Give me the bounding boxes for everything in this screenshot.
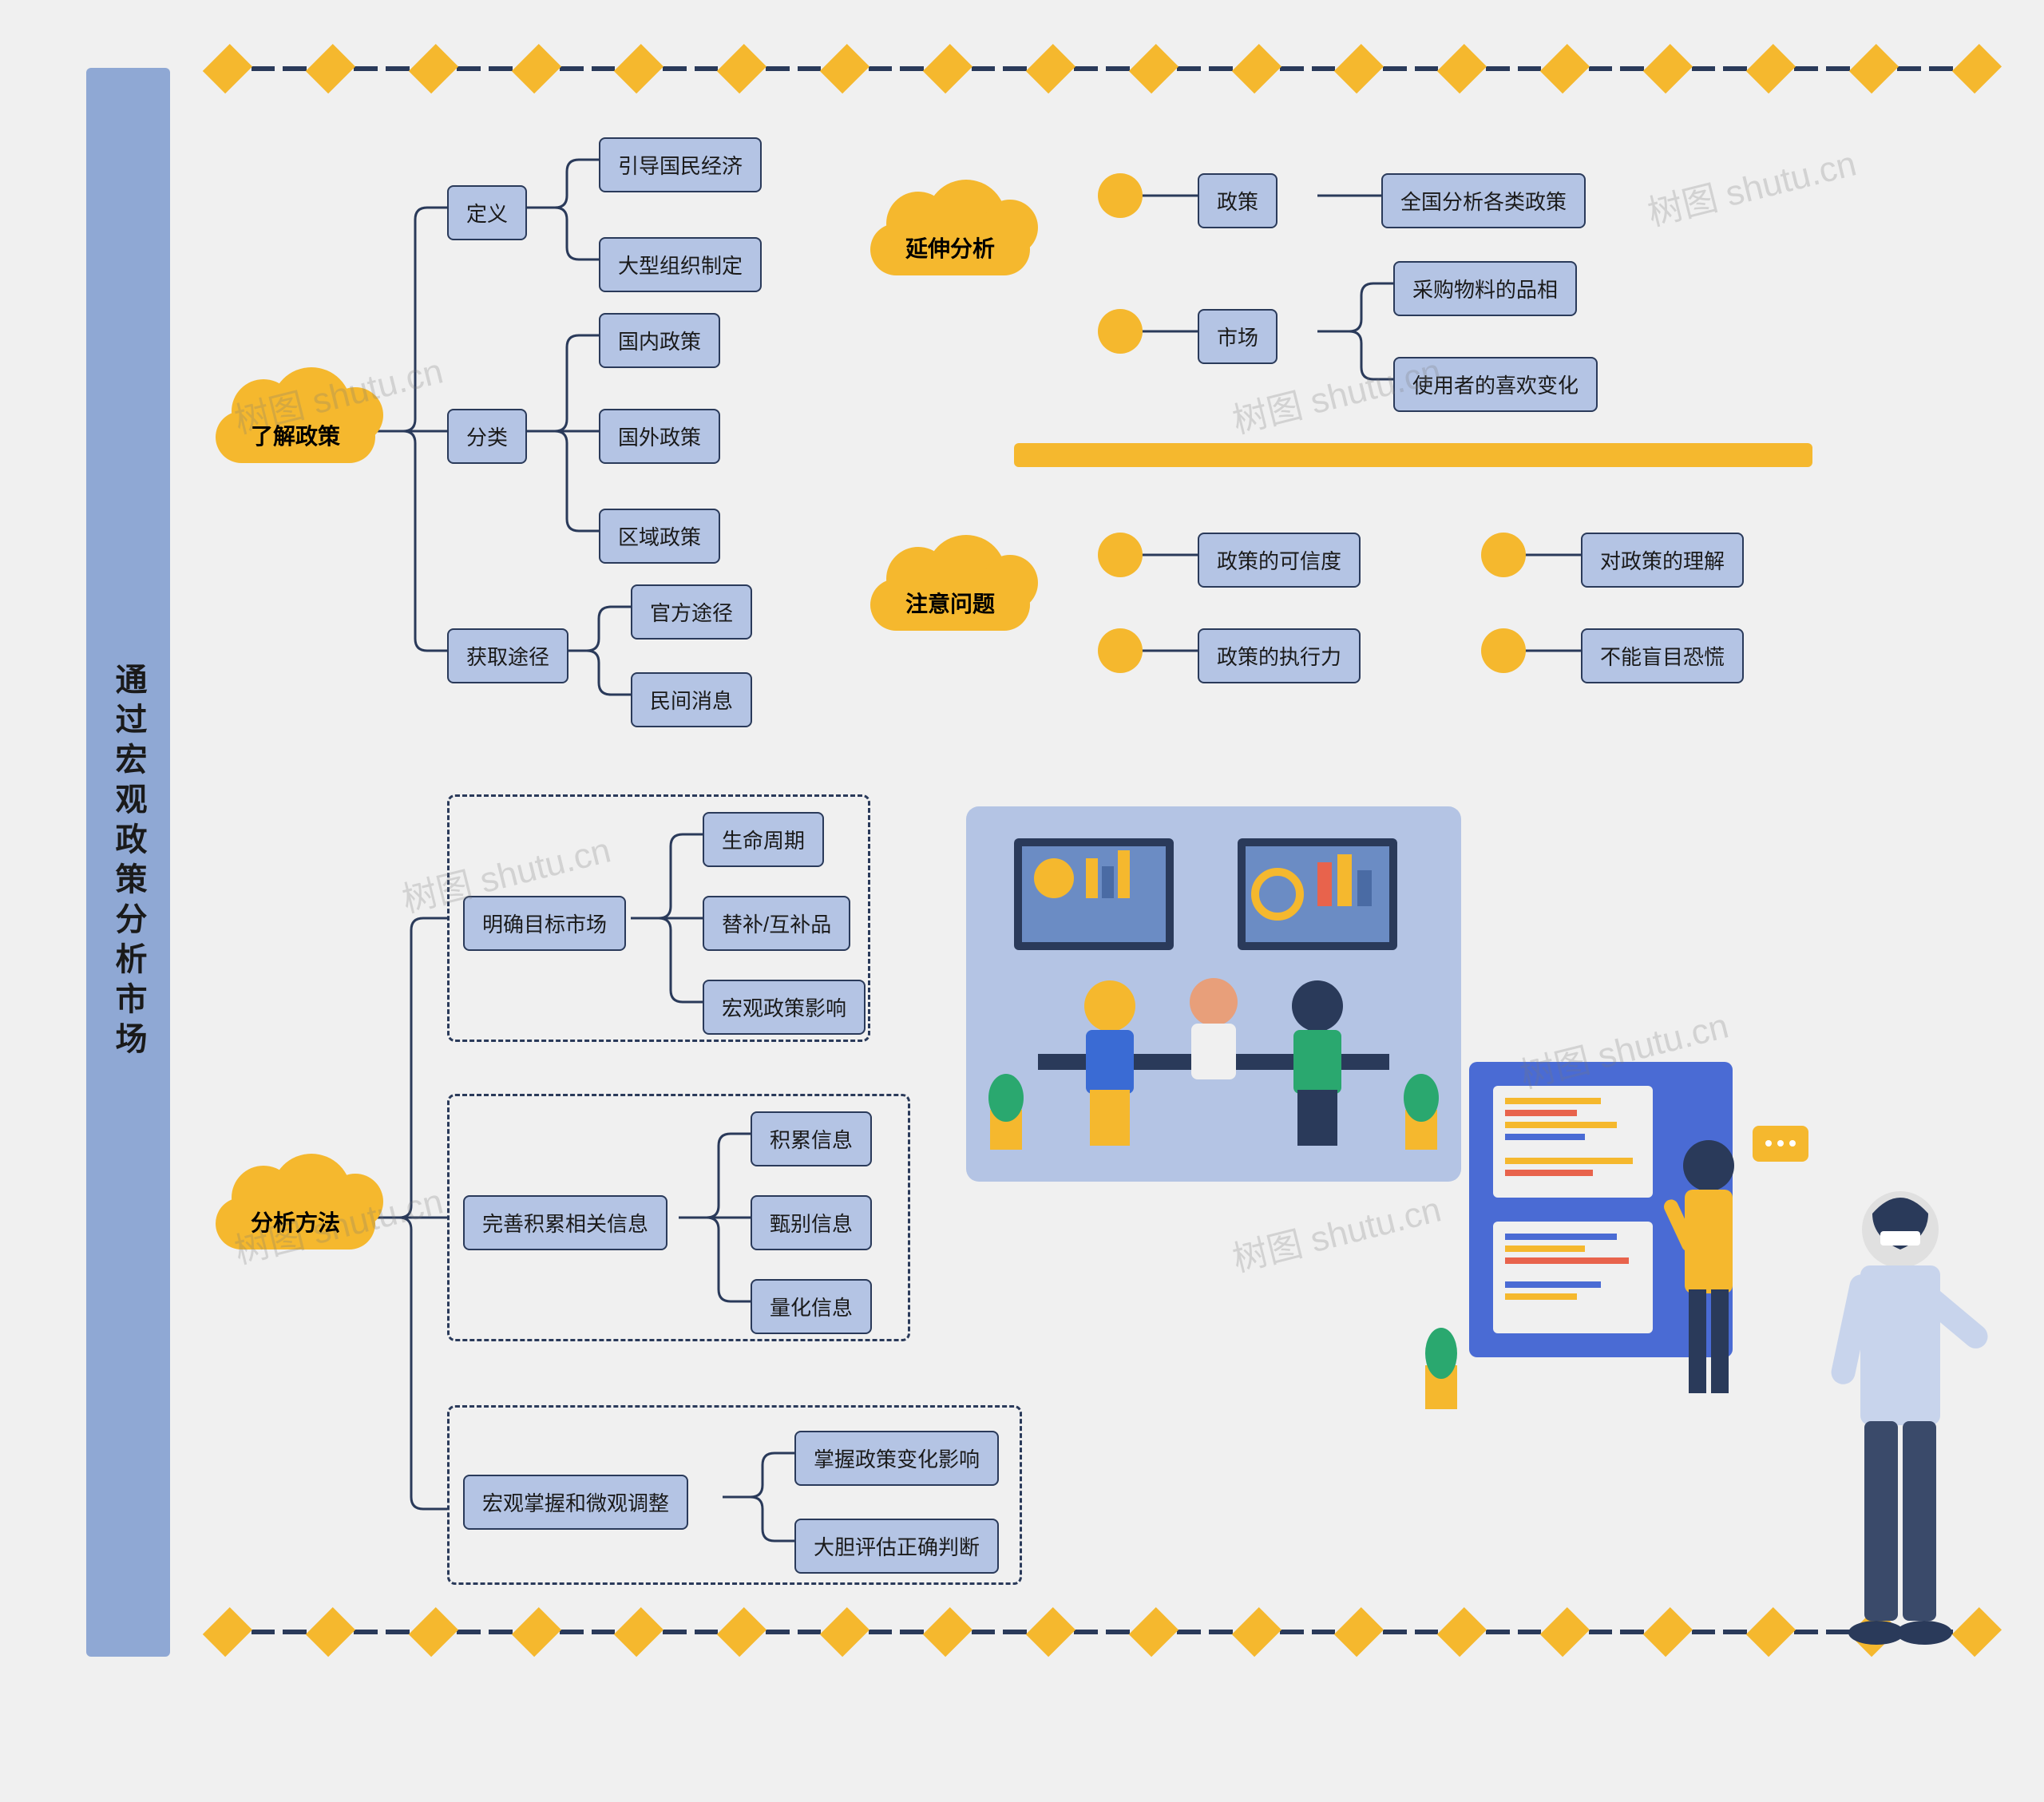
cloud-method: 分析方法 — [216, 1162, 375, 1250]
node-att1: 政策的可信度 — [1198, 533, 1361, 588]
cloud-understand: 了解政策 — [216, 375, 375, 463]
node-cat-c2: 国外政策 — [599, 409, 720, 464]
cloud-extend: 延伸分析 — [870, 188, 1030, 275]
cloud-label: 注意问题 — [870, 587, 1030, 619]
node-m3: 宏观掌握和微观调整 — [463, 1475, 688, 1530]
illustration-presentation — [1405, 1030, 1844, 1437]
node-m2-c3: 量化信息 — [751, 1279, 872, 1334]
diamond-icon — [203, 44, 252, 93]
node-ext-policy-c1: 全国分析各类政策 — [1381, 173, 1586, 228]
node-m2-c1: 积累信息 — [751, 1111, 872, 1166]
node-att3: 政策的执行力 — [1198, 628, 1361, 683]
node-ext-market-c2: 使用者的喜欢变化 — [1393, 357, 1598, 412]
illustration-person — [1781, 1174, 2020, 1685]
dot-icon — [1098, 533, 1143, 577]
node-def: 定义 — [447, 185, 527, 240]
dot-icon — [1098, 628, 1143, 673]
dot-icon — [1098, 309, 1143, 354]
node-m1-c3: 宏观政策影响 — [703, 980, 866, 1035]
node-m1-c2: 替补/互补品 — [703, 896, 850, 951]
diagram-canvas: 通过宏观政策分析市场 — [0, 0, 2044, 1802]
node-def-c2: 大型组织制定 — [599, 237, 762, 292]
node-ext-market: 市场 — [1198, 309, 1278, 364]
node-m3-c2: 大胆评估正确判断 — [794, 1519, 999, 1574]
cloud-label: 延伸分析 — [870, 232, 1030, 263]
main-title: 通过宏观政策分析市场 — [105, 663, 152, 1062]
title-bar: 通过宏观政策分析市场 — [86, 68, 170, 1657]
node-m1-c1: 生命周期 — [703, 812, 824, 867]
node-way: 获取途径 — [447, 628, 568, 683]
cloud-label: 了解政策 — [216, 419, 375, 451]
node-cat-c1: 国内政策 — [599, 313, 720, 368]
node-way-c2: 民间消息 — [631, 672, 752, 727]
separator-bar — [1014, 443, 1812, 467]
node-m2: 完善积累相关信息 — [463, 1195, 667, 1250]
node-m1: 明确目标市场 — [463, 896, 626, 951]
cloud-label: 分析方法 — [216, 1206, 375, 1238]
node-m2-c2: 甄别信息 — [751, 1195, 872, 1250]
node-cat-c3: 区域政策 — [599, 509, 720, 564]
dot-icon — [1481, 628, 1526, 673]
node-att2: 对政策的理解 — [1581, 533, 1744, 588]
diamond-row-bottom — [208, 1613, 1996, 1651]
illustration-meeting — [966, 806, 1461, 1182]
dot-icon — [1098, 173, 1143, 218]
node-ext-market-c1: 采购物料的品相 — [1393, 261, 1577, 316]
diamond-row-top — [208, 50, 1996, 88]
node-cat: 分类 — [447, 409, 527, 464]
cloud-attention: 注意问题 — [870, 543, 1030, 631]
watermark: 树图 shutu.cn — [1642, 135, 1860, 236]
node-ext-policy: 政策 — [1198, 173, 1278, 228]
dot-icon — [1481, 533, 1526, 577]
node-def-c1: 引导国民经济 — [599, 137, 762, 192]
node-att4: 不能盲目恐慌 — [1581, 628, 1744, 683]
node-m3-c1: 掌握政策变化影响 — [794, 1431, 999, 1486]
node-way-c1: 官方途径 — [631, 584, 752, 640]
